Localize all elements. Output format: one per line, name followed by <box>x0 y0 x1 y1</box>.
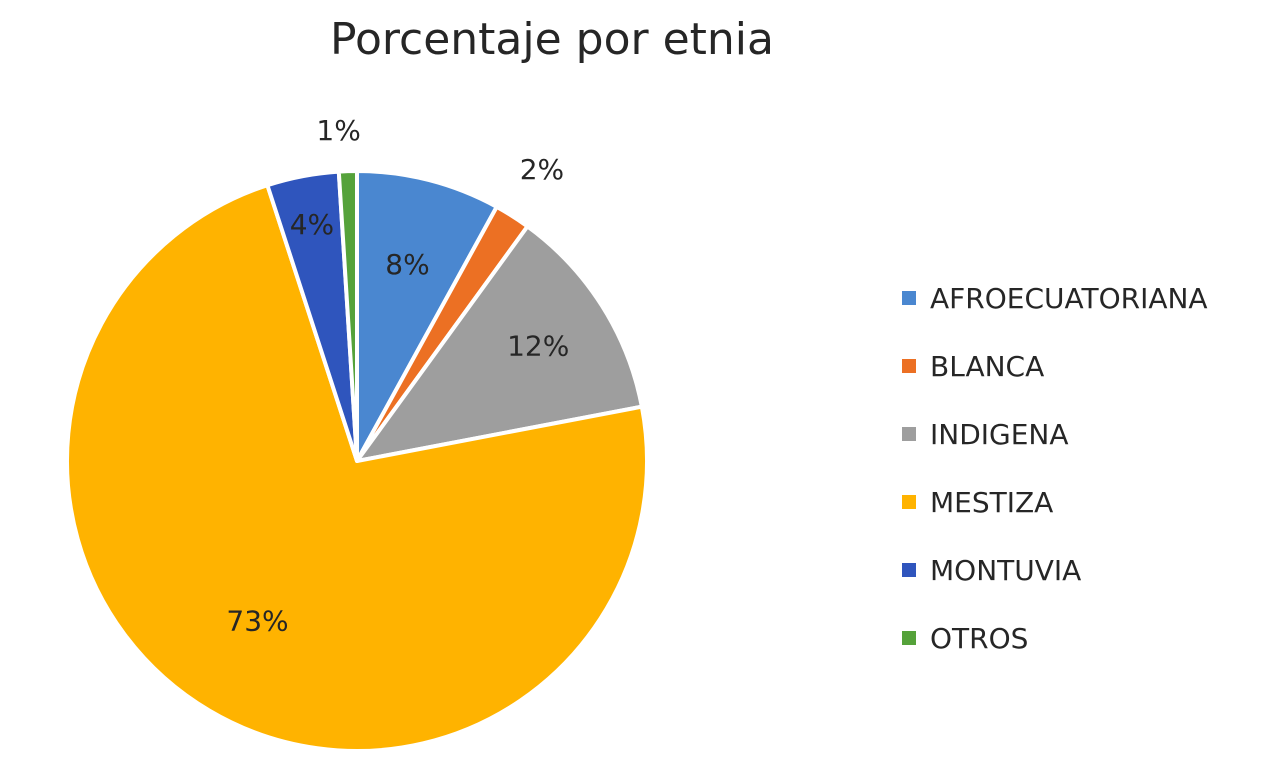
legend-swatch <box>902 495 916 509</box>
legend-swatch <box>902 291 916 305</box>
chart-title: Porcentaje por etnia <box>330 14 774 65</box>
legend-item-montuvia: MONTUVIA <box>902 536 1272 604</box>
pie-slice-otros <box>336 168 359 463</box>
pie-slice-afroecuatoriana <box>355 169 499 463</box>
legend-item-afroecuatoriana: AFROECUATORIANA <box>902 264 1272 332</box>
pie-data-labels: 8% 2% 12% 73% 4% 1% <box>226 114 569 637</box>
legend-swatch <box>902 359 916 373</box>
legend-item-otros: OTROS <box>902 604 1272 672</box>
legend-label: OTROS <box>930 621 1029 655</box>
legend-label: AFROECUATORIANA <box>930 281 1208 315</box>
legend: AFROECUATORIANA BLANCA INDIGENA MESTIZA MONT… <box>902 264 1272 672</box>
legend-item-indigena: INDIGENA <box>902 400 1272 468</box>
pie-slice-mestiza <box>65 183 649 753</box>
legend-label: MESTIZA <box>930 485 1054 519</box>
data-label-mestiza: 73% <box>226 604 288 637</box>
legend-swatch <box>902 563 916 577</box>
legend-swatch <box>902 427 916 441</box>
data-label-indigena: 12% <box>507 330 569 363</box>
legend-item-mestiza: MESTIZA <box>902 468 1272 536</box>
data-label-otros: 1% <box>316 114 360 147</box>
legend-label: INDIGENA <box>930 417 1069 451</box>
pie-slices <box>65 168 649 753</box>
data-label-montuvia: 4% <box>290 208 334 241</box>
data-label-blanca: 2% <box>520 153 564 186</box>
legend-item-blanca: BLANCA <box>902 332 1272 400</box>
pie-slice-indigena <box>355 224 644 463</box>
legend-swatch <box>902 631 916 645</box>
data-label-afroecuatoriana: 8% <box>385 248 429 281</box>
legend-label: BLANCA <box>930 349 1045 383</box>
legend-label: MONTUVIA <box>930 553 1082 587</box>
